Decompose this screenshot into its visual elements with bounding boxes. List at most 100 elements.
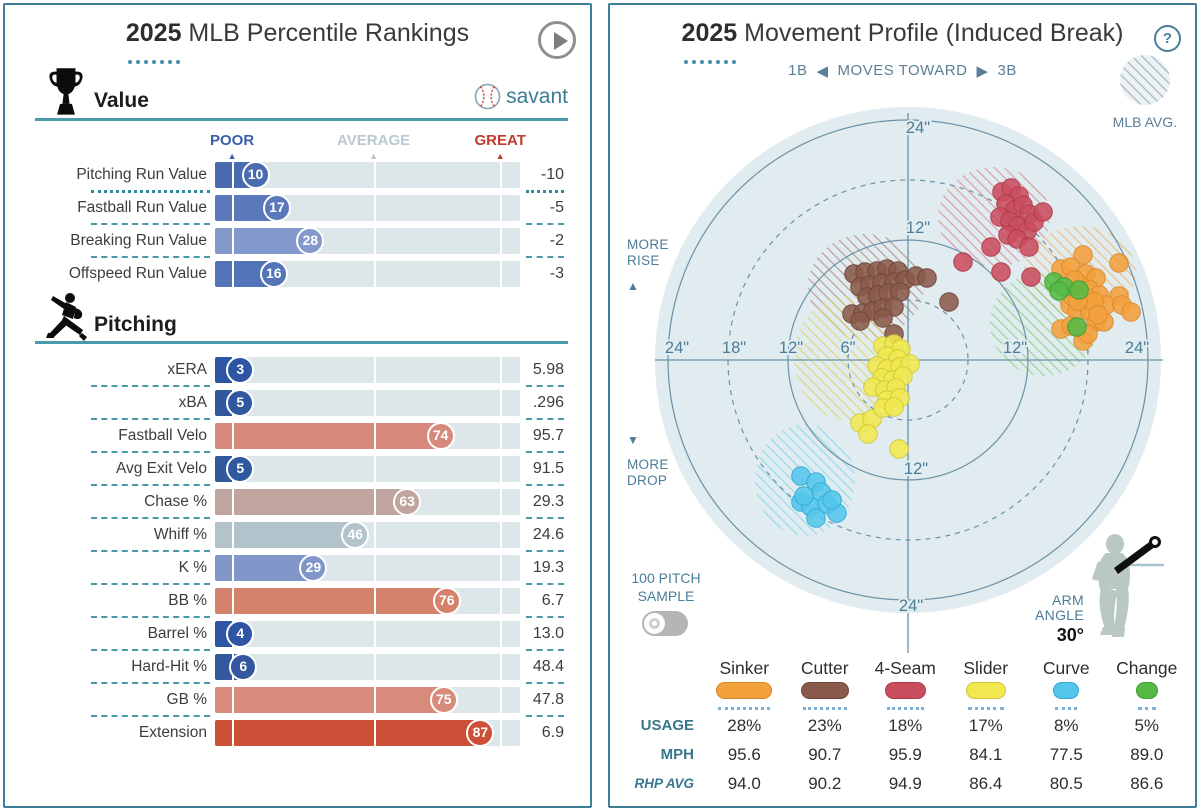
percentile-bar[interactable]: 5 bbox=[215, 454, 520, 483]
pitch-dot-sinker[interactable] bbox=[1088, 305, 1108, 325]
pitch-dot-4-seam[interactable] bbox=[1021, 267, 1041, 287]
percentile-badge[interactable]: 17 bbox=[262, 193, 291, 222]
percentile-row-pitching-run-value: Pitching Run Value 10 -10 bbox=[5, 158, 590, 191]
metric-label: Fastball Velo bbox=[118, 426, 207, 444]
percentile-row-extension: Extension 87 6.9 bbox=[5, 716, 590, 749]
percentile-badge[interactable]: 87 bbox=[466, 718, 495, 747]
pitch-dot-sinker[interactable] bbox=[1073, 245, 1093, 265]
pitch-name-4-seam: 4-Seam bbox=[874, 657, 936, 678]
percentile-badge[interactable]: 5 bbox=[226, 388, 255, 417]
pitch-dot-slider[interactable] bbox=[889, 439, 909, 459]
pitch-swatch-cutter bbox=[785, 682, 866, 710]
stat-rhp_avg-4-seam: 94.9 bbox=[888, 773, 922, 793]
percentile-badge[interactable]: 74 bbox=[426, 421, 455, 450]
percentile-bar[interactable]: 46 bbox=[215, 520, 520, 549]
pitch-dot-curve[interactable] bbox=[822, 490, 842, 510]
percentile-bar[interactable]: 63 bbox=[215, 487, 520, 516]
percentile-bar[interactable]: 3 bbox=[215, 355, 520, 384]
stat-mph-curve: 77.5 bbox=[1049, 744, 1083, 764]
pitch-dot-cutter[interactable] bbox=[850, 311, 870, 331]
pitch-dot-4-seam[interactable] bbox=[953, 252, 973, 272]
ring-label: 24" bbox=[906, 119, 930, 137]
pitch-dot-change[interactable] bbox=[1049, 281, 1069, 301]
metric-label: Offspeed Run Value bbox=[68, 264, 207, 282]
percentile-bar[interactable]: 75 bbox=[215, 685, 520, 714]
pitch-sample-toggle[interactable] bbox=[642, 611, 688, 636]
pitch-dot-4-seam[interactable] bbox=[1019, 237, 1039, 257]
pitch-dot-cutter[interactable] bbox=[939, 292, 959, 312]
pitch-dot-cutter[interactable] bbox=[917, 268, 937, 288]
pitch-dot-sinker[interactable] bbox=[1121, 302, 1141, 322]
percentile-badge[interactable]: 63 bbox=[393, 487, 422, 516]
ring-label: 24" bbox=[899, 597, 923, 615]
metric-value: -3 bbox=[549, 264, 564, 282]
pitch-dot-4-seam[interactable] bbox=[1033, 202, 1053, 222]
percentile-row-barrel-: Barrel % 4 13.0 bbox=[5, 617, 590, 650]
pitch-dot-curve[interactable] bbox=[806, 508, 826, 528]
metric-label: xBA bbox=[178, 393, 207, 411]
pitch-dot-4-seam[interactable] bbox=[991, 262, 1011, 282]
percentile-badge[interactable]: 28 bbox=[296, 226, 325, 255]
percentile-bar[interactable]: 29 bbox=[215, 553, 520, 582]
percentile-badge[interactable]: 75 bbox=[429, 685, 458, 714]
help-button[interactable]: ? bbox=[1154, 25, 1181, 52]
percentile-row-gb-: GB % 75 47.8 bbox=[5, 683, 590, 716]
ring-label: 6" bbox=[840, 339, 855, 357]
pitch-dot-change[interactable] bbox=[1069, 280, 1089, 300]
percentile-bar[interactable]: 28 bbox=[215, 226, 520, 255]
metric-value: 19.3 bbox=[532, 558, 564, 576]
ring-label: 18" bbox=[722, 339, 746, 357]
percentile-row-whiff-: Whiff % 46 24.6 bbox=[5, 518, 590, 551]
pitch-dot-sinker[interactable] bbox=[1109, 253, 1129, 273]
percentile-badge[interactable]: 4 bbox=[226, 619, 255, 648]
more-drop-label: ▼ MORE DROP bbox=[627, 433, 669, 488]
play-animation-button[interactable] bbox=[538, 21, 576, 59]
percentile-bar[interactable]: 6 bbox=[215, 652, 520, 681]
metric-value: 29.3 bbox=[532, 492, 564, 510]
percentile-bar[interactable]: 17 bbox=[215, 193, 520, 222]
pitch-dot-slider[interactable] bbox=[858, 424, 878, 444]
bar-fill bbox=[215, 587, 447, 614]
percentile-bar[interactable]: 4 bbox=[215, 619, 520, 648]
pitcher-icon bbox=[46, 293, 87, 341]
scale-poor-label: POOR ▲ bbox=[209, 132, 255, 161]
direction-3b-label: 3B bbox=[997, 62, 1017, 79]
pitch-dot-cutter[interactable] bbox=[873, 308, 893, 328]
pitching-section-rule bbox=[35, 341, 568, 344]
stat-rhp_avg-slider: 86.4 bbox=[969, 773, 1003, 793]
metric-value: 95.7 bbox=[532, 426, 564, 444]
pitch-name-curve: Curve bbox=[1042, 657, 1090, 678]
percentile-badge[interactable]: 76 bbox=[432, 586, 461, 615]
percentile-badge[interactable]: 10 bbox=[241, 160, 270, 189]
arrow-left-icon: ◀ bbox=[816, 63, 829, 80]
percentile-bar[interactable]: 74 bbox=[215, 421, 520, 450]
percentile-row-offspeed-run-value: Offspeed Run Value 16 -3 bbox=[5, 257, 590, 290]
savant-logo[interactable]: savant bbox=[474, 83, 568, 110]
usage-dotted-underline bbox=[886, 707, 924, 710]
metric-value: 47.8 bbox=[532, 690, 564, 708]
savant-wordmark: savant bbox=[506, 84, 568, 108]
metric-label: K % bbox=[178, 558, 207, 576]
cluster-curve bbox=[791, 466, 847, 528]
toggle-knob[interactable] bbox=[644, 613, 665, 634]
pitch-pill bbox=[884, 682, 926, 699]
percentile-bar[interactable]: 76 bbox=[215, 586, 520, 615]
percentile-badge[interactable]: 6 bbox=[229, 652, 258, 681]
stat-mph-cutter: 90.7 bbox=[808, 744, 842, 764]
percentile-bar[interactable]: 5 bbox=[215, 388, 520, 417]
percentile-badge[interactable]: 3 bbox=[226, 355, 255, 384]
percentile-badge[interactable]: 16 bbox=[259, 259, 288, 288]
stat-rhp_avg-curve: 80.5 bbox=[1049, 773, 1083, 793]
percentile-bar[interactable]: 87 bbox=[215, 718, 520, 747]
percentile-badge[interactable]: 29 bbox=[299, 553, 328, 582]
baseball-icon bbox=[474, 83, 501, 110]
pitch-dot-curve[interactable] bbox=[794, 486, 814, 506]
percentile-badge[interactable]: 46 bbox=[341, 520, 370, 549]
percentile-bar[interactable]: 16 bbox=[215, 259, 520, 288]
percentile-badge[interactable]: 5 bbox=[226, 454, 255, 483]
percentile-bar[interactable]: 10 bbox=[215, 160, 520, 189]
pitch-dot-slider[interactable] bbox=[884, 397, 904, 417]
stat-rhp_avg-sinker: 94.0 bbox=[727, 773, 761, 793]
pitch-dot-4-seam[interactable] bbox=[981, 237, 1001, 257]
pitch-dot-change[interactable] bbox=[1067, 317, 1087, 337]
